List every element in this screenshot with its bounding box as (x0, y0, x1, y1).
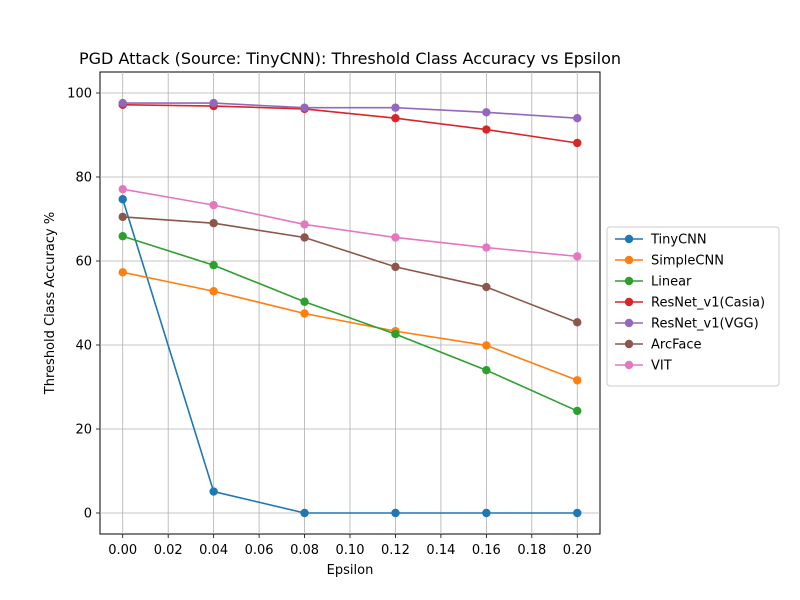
chart-title: PGD Attack (Source: TinyCNN): Threshold … (79, 49, 621, 68)
data-point (209, 487, 218, 496)
legend-marker (624, 360, 634, 370)
data-point (300, 309, 309, 318)
legend-label: Linear (651, 275, 692, 290)
x-tick-label: 0.16 (472, 543, 501, 558)
y-tick-label: 40 (75, 339, 92, 354)
legend-label: SimpleCNN (651, 254, 724, 269)
x-tick-label: 0.20 (563, 543, 592, 558)
legend-entry: TinyCNN (615, 233, 707, 248)
series-line (122, 188, 578, 258)
x-axis-title: Epsilon (327, 563, 374, 578)
data-point (573, 138, 582, 148)
legend-label: VIT (651, 359, 672, 374)
data-point (573, 376, 582, 385)
legend-label: ResNet_v1(VGG) (651, 317, 759, 332)
legend-entry: ResNet_v1(VGG) (615, 317, 759, 332)
legend-entry: Linear (615, 275, 692, 290)
data-point (118, 232, 127, 241)
data-point (391, 262, 400, 272)
legend-entry: SimpleCNN (615, 254, 724, 269)
grid-lines (100, 72, 600, 534)
series-linear (118, 232, 582, 416)
legend-marker (624, 255, 634, 265)
y-tick-label: 60 (75, 255, 92, 270)
x-tick-label: 0.08 (290, 543, 319, 558)
x-tick-label: 0.04 (199, 543, 228, 558)
data-point (118, 184, 127, 194)
data-point (118, 98, 127, 108)
legend-label: ResNet_v1(Casia) (651, 296, 765, 311)
data-point (482, 341, 491, 350)
y-tick-label: 20 (75, 423, 92, 438)
x-tick-label: 0.12 (381, 543, 410, 558)
data-point (482, 366, 491, 375)
series-line (122, 235, 578, 412)
data-point (300, 233, 309, 242)
data-point (209, 200, 218, 210)
data-point (573, 114, 582, 123)
legend-marker (624, 297, 634, 307)
x-tick-label: 0.06 (245, 543, 274, 558)
legend-box (606, 226, 780, 387)
series-simplecnn (118, 268, 582, 385)
data-point (300, 508, 309, 518)
legend-marker (624, 318, 634, 328)
data-point (118, 212, 127, 222)
data-point (391, 508, 400, 518)
data-point (573, 318, 582, 327)
legend-marker (624, 276, 634, 286)
data-point (300, 103, 309, 112)
y-tick-label: 0 (84, 507, 92, 522)
series-resnet-v1-vgg (118, 98, 582, 123)
x-tick-label: 0.18 (517, 543, 546, 558)
data-point (573, 406, 582, 416)
data-point (482, 125, 491, 134)
data-point (391, 233, 400, 242)
legend: TinyCNN SimpleCNN Linear ResNet_v1(Casia) Re… (606, 226, 780, 387)
legend-entry: ResNet_v1(Casia) (615, 296, 765, 311)
data-point (209, 261, 218, 270)
series-line (122, 271, 578, 382)
data-point (573, 252, 582, 261)
y-tick-label: 80 (75, 171, 92, 186)
data-point (300, 297, 309, 306)
legend-entry: ArcFace (615, 338, 702, 353)
data-point (391, 329, 400, 339)
data-point (118, 268, 127, 277)
series-arcface (118, 212, 582, 327)
data-point (300, 220, 309, 229)
legend-entry: VIT (615, 359, 672, 374)
series-tinycnn (118, 195, 582, 518)
legend-marker (624, 339, 634, 349)
data-point (482, 108, 491, 117)
axes: 0.00 0.02 0.04 0.06 0.08 0.10 0.12 0.14 0.16 0.18… (67, 87, 592, 559)
data-point (118, 195, 127, 204)
series-line (122, 216, 578, 324)
data-point (209, 287, 218, 296)
x-tick-label: 0.02 (154, 543, 183, 558)
data-point (209, 98, 218, 108)
data-point (482, 282, 491, 292)
series-vit (118, 184, 582, 261)
data-point (391, 114, 400, 123)
y-axis-title: Threshold Class Accuracy % (43, 212, 58, 395)
legend-label: TinyCNN (650, 233, 707, 248)
data-point (573, 508, 582, 518)
series-line (122, 103, 578, 144)
series-line (122, 102, 578, 119)
x-tick-label: 0.14 (426, 543, 455, 558)
data-point (482, 243, 491, 252)
legend-label: ArcFace (651, 338, 702, 353)
data-point (482, 508, 491, 518)
series-line (121, 199, 578, 514)
legend-marker (624, 234, 634, 244)
x-tick-label: 0.00 (108, 543, 137, 558)
x-tick-label: 0.10 (336, 543, 365, 558)
data-point (209, 219, 218, 228)
series-lines (118, 98, 582, 518)
data-point (391, 103, 400, 112)
y-tick-label: 100 (67, 87, 92, 102)
